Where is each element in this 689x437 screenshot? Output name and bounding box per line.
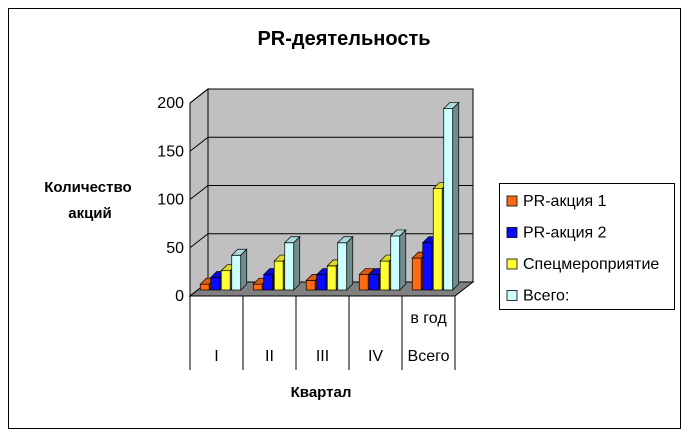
bar-front [263,274,274,291]
bar [230,248,248,291]
bar-side [452,101,460,291]
bar [283,235,301,291]
bar [442,101,460,291]
gridlines [189,88,473,249]
y-axis-title-line: Количество [44,179,131,196]
bar-front [284,242,295,291]
legend-swatch [506,258,518,270]
legend-label: Спецмероприятие [523,256,659,273]
gridline [189,88,209,104]
bar-side [399,229,407,291]
y-tick-label: 0 [175,288,184,305]
y-tick-label: 100 [157,192,184,209]
bar-front [337,242,348,291]
bar-front [390,235,401,291]
y-axis-title-line: акций [68,205,112,222]
legend-label: PR-акция 2 [523,225,607,242]
axes [189,103,456,370]
legend-label: Всего: [523,288,569,305]
bar-side [293,235,301,291]
bars [199,101,460,291]
bar-front [305,280,316,291]
gridline [189,233,209,249]
bar-front [231,254,242,291]
x-tick-label: II [265,348,274,365]
gridline [189,185,209,200]
bar-front [273,260,284,291]
y-tick-label: 150 [157,143,184,160]
bar-front [220,270,231,291]
y-tick-label: 200 [157,95,184,112]
bar-front [316,274,327,291]
y-tick-label: 50 [166,240,184,257]
gridline [189,136,209,152]
legend-box [499,183,675,310]
bar [389,229,407,291]
legend-label: PR-акция 1 [523,193,607,210]
bar-front [369,274,380,291]
bar-side [240,248,248,291]
bar-front [252,283,263,291]
bar [336,235,354,291]
legend-swatch [506,227,518,238]
bar-front [199,283,210,291]
y-tick-labels: 0 50 100 150 200 [157,95,184,305]
bar-front [326,265,337,291]
x-tick-label: III [316,348,329,365]
bar-front [379,260,390,291]
x-axis-title: Квартал [291,384,352,401]
bar-front [358,274,369,291]
x-tick-label: в год [410,310,447,327]
x-tick-label: I [214,348,218,365]
bar-front [432,188,443,291]
x-tick-label: IV [368,348,383,365]
legend-swatch [506,290,518,301]
y-axis-title: Количество акций [44,179,136,222]
legend-swatch [506,195,518,207]
bar-side [346,235,354,291]
x-tick-label: Всего [408,348,450,365]
bar-front [443,108,454,291]
bar-front [422,242,433,291]
legend: PR-акция 1 PR-акция 2 Спецмероприятие Всего… [499,183,675,310]
bar-front [411,257,422,291]
bar-front [210,277,221,291]
chart-title: PR-деятельность [257,28,430,50]
